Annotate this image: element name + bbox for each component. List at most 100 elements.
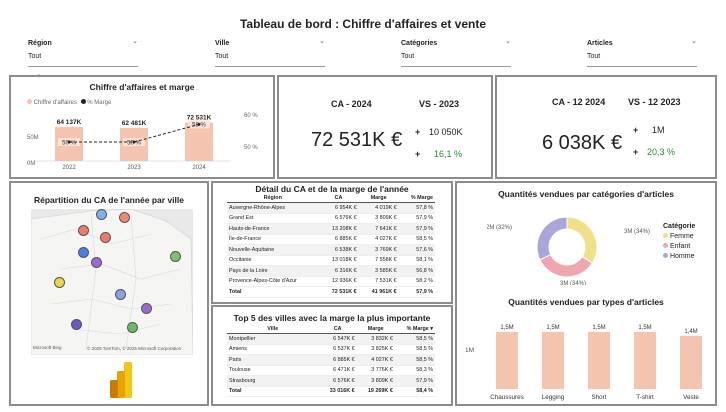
table-cell: Nouvelle-Aquitaine <box>227 244 319 256</box>
ca-bar-label: 62 481K <box>122 120 147 127</box>
chevron-down-icon[interactable]: ⌄ <box>132 38 138 45</box>
table-cell: 3 809K € <box>358 213 399 224</box>
plus-icon: + <box>415 127 421 137</box>
map-pin[interactable] <box>100 232 111 243</box>
table-row[interactable]: Occitanie 13 018K €7 558K €58,1 % <box>227 255 435 266</box>
table-cell: Hauts-de-France <box>227 223 319 235</box>
type-category-tick: Short <box>591 394 606 401</box>
table-cell: Pays de la Loire <box>227 265 319 277</box>
table-cell: 6 316K € <box>318 265 359 277</box>
table-cell: 58,5 % <box>394 354 435 366</box>
map-pin[interactable] <box>71 319 82 330</box>
table-cell: 4 027K € <box>356 354 395 366</box>
table-total-cell: 58,4 % <box>394 385 435 397</box>
detail-table: Région CA Marge % Marge Auvergne-Rhône-A… <box>227 194 435 298</box>
table-cell: 3 809K € <box>356 375 395 387</box>
table-cell: 6 576K € <box>318 375 357 387</box>
types-chart: 1M 1,5M Chaussures 1,5M Legging 1,5M Short 1,5… <box>465 325 702 401</box>
map-pin[interactable] <box>54 277 65 288</box>
type-bar-label: 1,4M <box>684 329 697 335</box>
top5-title: Top 5 des villes avec la marge la plus i… <box>233 313 431 323</box>
table-row[interactable]: Auvergne-Rhône-Alpes 6 954K €4 019K €57,8… <box>227 202 435 214</box>
table-cell: 6 576K € <box>318 213 359 224</box>
map-pin[interactable] <box>170 251 181 262</box>
map-pin[interactable] <box>78 247 89 258</box>
kpi2-delta-pct: 20,3 % <box>647 147 676 157</box>
types-y-tick: 1M <box>465 347 474 354</box>
kpi-ca-2024-panel: CA - 2024 VS - 2023 72 531K € + 10 050K … <box>277 75 493 179</box>
top5-col-pct[interactable]: % Marge ▾ <box>394 325 435 334</box>
table-row[interactable]: Hauts-de-France 13 208K €7 641K €57,9 % <box>227 223 435 235</box>
slicer-region-label: Région <box>28 40 52 47</box>
ca-bar-label: 64 137K <box>57 119 82 126</box>
table-cell: 6 954K € <box>318 202 359 214</box>
table-row[interactable]: Provence-Alpes-Côte d'Azur 12 936K €7 531… <box>227 276 435 287</box>
chevron-down-icon[interactable]: ⌄ <box>505 38 511 45</box>
table-cell: 57,6 % <box>398 244 435 256</box>
map-pin[interactable] <box>119 212 130 223</box>
detail-col-pct[interactable]: % Marge <box>398 194 435 203</box>
kpi2-delta-value: 1M <box>652 125 665 135</box>
donut-legend-title: Catégorie <box>663 223 696 230</box>
table-cell: Grand Est <box>227 213 319 224</box>
map-pin[interactable] <box>127 322 138 333</box>
table-cell: Strasbourg <box>227 375 319 387</box>
table-row[interactable]: Nouvelle-Aquitaine 6 538K €3 769K €57,6 % <box>227 244 435 256</box>
top5-col-marge[interactable]: Marge <box>356 325 395 334</box>
table-cell: 13 208K € <box>318 223 359 235</box>
plus-icon: + <box>633 147 639 157</box>
slicer-articles-value: Tout <box>587 53 601 60</box>
table-total-cell: 41 961K € <box>358 286 399 298</box>
table-cell: 6 471K € <box>318 365 357 376</box>
y-right-60: 60 % <box>244 113 258 119</box>
map-canvas[interactable]: Microsoft Bing © 2025 TomTom, © 2025 Mic… <box>31 209 193 355</box>
map-pin[interactable] <box>96 209 107 220</box>
slicer-articles[interactable]: Articles Tout ⌄ <box>587 38 697 67</box>
table-row[interactable]: Paris 6 885K €4 027K €58,5 % <box>227 354 435 366</box>
chevron-down-icon[interactable]: ⌄ <box>319 38 325 45</box>
sort-desc-icon[interactable]: ▾ <box>428 326 433 332</box>
table-row[interactable]: Grand Est 6 576K €3 809K €57,9 % <box>227 213 435 224</box>
table-row[interactable]: Amiens 6 537K €3 825K €58,5 % <box>227 344 435 355</box>
table-cell: Toulouse <box>227 365 319 376</box>
chevron-down-icon[interactable]: ⌄ <box>691 38 697 45</box>
legend-femme: Femme <box>669 233 694 240</box>
legend-homme: Homme <box>669 253 695 260</box>
table-cell: Paris <box>227 354 319 366</box>
kpi2-header: CA - 12 2024 <box>552 97 606 107</box>
map-pin[interactable] <box>78 225 89 236</box>
table-cell: 58,2 % <box>398 276 435 287</box>
type-bar <box>680 335 702 389</box>
map-title: Répartition du CA de l'année par ville <box>33 195 184 205</box>
table-row[interactable]: Strasbourg 6 576K €3 809K €57,9 % <box>227 375 435 387</box>
map-pin[interactable] <box>115 289 126 300</box>
table-row[interactable]: Toulouse 6 471K €3 776K €58,3 % <box>227 365 435 376</box>
map-pin[interactable] <box>91 257 102 268</box>
table-total-row: Total 72 531K €41 961K €57,9 % <box>227 286 435 298</box>
table-row[interactable]: Île-de-France 6 885K €4 027K €58,5 % <box>227 234 435 245</box>
top5-col-ca[interactable]: CA <box>318 325 357 334</box>
slicer-categories[interactable]: Catégories Tout ⌄ <box>401 38 511 67</box>
table-cell: 3 769K € <box>358 244 399 256</box>
map-pin[interactable] <box>141 303 152 314</box>
kpi1-delta-pct: 16,1 % <box>434 149 463 159</box>
kpi2-vs-header: VS - 12 2023 <box>628 97 681 107</box>
slicer-region[interactable]: Région Tout ⌄ <box>28 38 138 67</box>
kpi1-value: 72 531K € <box>311 129 403 151</box>
table-cell: 3 832K € <box>356 333 395 345</box>
donut-slice <box>536 216 568 261</box>
top5-col-ville[interactable]: Ville <box>227 325 319 334</box>
dashboard-title: Tableau de bord : Chiffre d'affaires et … <box>239 17 486 31</box>
detail-col-ca[interactable]: CA <box>318 194 359 203</box>
detail-col-region[interactable]: Région <box>227 194 319 203</box>
table-cell: Montpellier <box>227 333 319 345</box>
table-row[interactable]: Pays de la Loire 6 316K €3 585K €56,8 % <box>227 265 435 277</box>
detail-title: Détail du CA et de la marge de l'année <box>255 184 409 194</box>
table-cell: 58,1 % <box>398 255 435 266</box>
detail-col-marge[interactable]: Marge <box>358 194 399 203</box>
type-bar-label: 1,5M <box>546 325 559 331</box>
slicer-ville[interactable]: Ville Tout ⌄ <box>215 38 325 67</box>
y-tick-135m: 50M <box>27 135 39 141</box>
table-row[interactable]: Montpellier 6 547K €3 832K €58,5 % <box>227 333 435 345</box>
